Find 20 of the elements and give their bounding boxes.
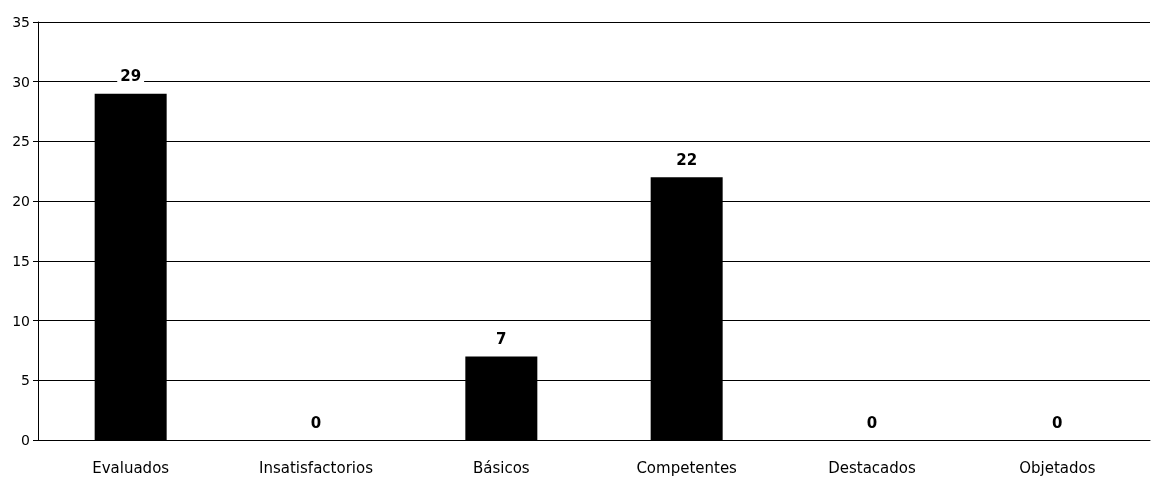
x-tick-label: Básicos	[472, 458, 530, 477]
data-label: 29	[120, 67, 142, 86]
y-tick-label: 30	[12, 73, 30, 90]
data-label: 0	[1052, 413, 1063, 432]
x-tick-label: Insatisfactorios	[259, 458, 374, 477]
y-tick-label: 25	[12, 133, 30, 150]
data-label: 0	[866, 413, 878, 432]
x-tick-label: Competentes	[636, 458, 738, 477]
x-tick-label: Evaluados	[92, 458, 170, 477]
y-tick-label: 35	[12, 14, 30, 30]
y-tick-label: 10	[12, 312, 30, 329]
y-tick-label: 0	[21, 432, 30, 448]
x-tick-label: Destacados	[828, 458, 916, 477]
y-tick-label: 15	[12, 252, 30, 269]
y-tick-label: 5	[21, 372, 30, 389]
data-label: 7	[496, 329, 507, 348]
data-label: 0	[310, 413, 322, 432]
data-label: 22	[676, 150, 698, 169]
x-tick-label: Objetados	[1019, 458, 1096, 477]
y-tick-label: 20	[12, 193, 30, 210]
